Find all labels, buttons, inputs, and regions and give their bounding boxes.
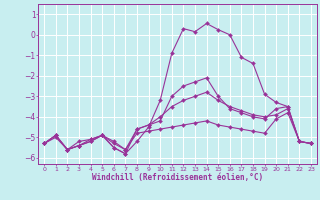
X-axis label: Windchill (Refroidissement éolien,°C): Windchill (Refroidissement éolien,°C) xyxy=(92,173,263,182)
